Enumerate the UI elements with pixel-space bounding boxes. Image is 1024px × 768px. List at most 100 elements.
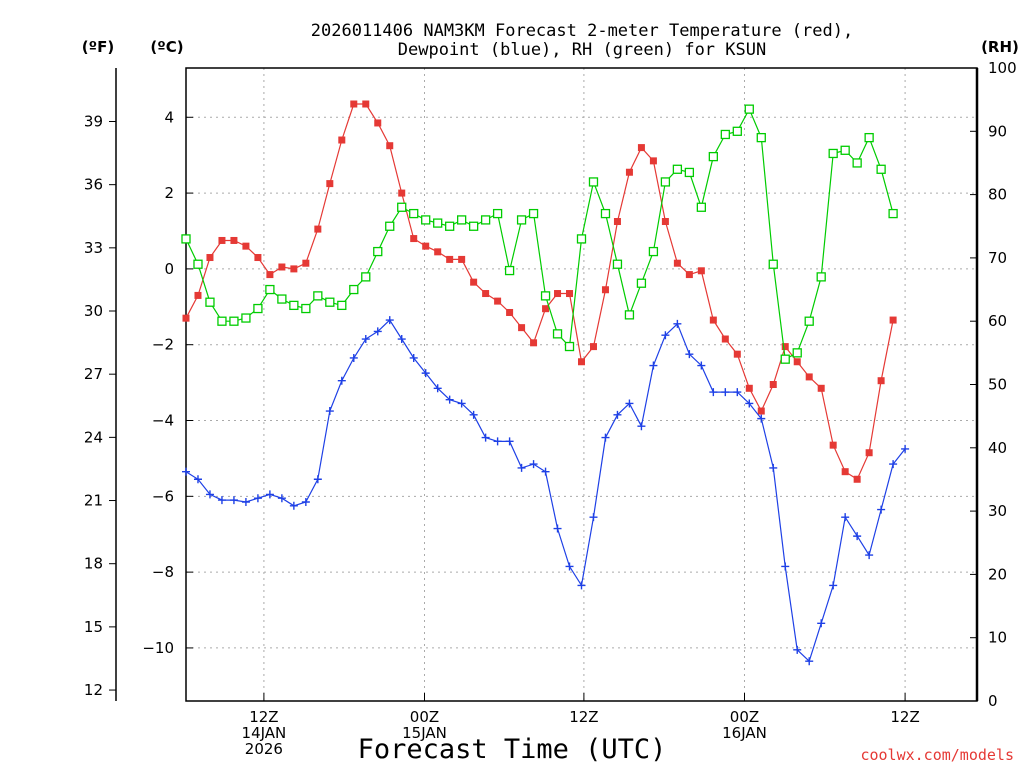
rh-point xyxy=(588,177,599,187)
temperature-point xyxy=(889,316,897,324)
temperature-point xyxy=(458,255,466,263)
celsius-tick-label: 4 xyxy=(164,108,174,126)
celsius-tick-label: −8 xyxy=(152,563,174,581)
temperature-point xyxy=(242,242,250,250)
dewpoint-point xyxy=(817,619,826,628)
fahrenheit-tick-label: 18 xyxy=(84,555,103,573)
rh-point xyxy=(708,151,718,162)
time-tick-label: 12Z xyxy=(249,708,278,726)
dewpoint-point xyxy=(829,581,838,590)
dewpoint-point xyxy=(193,475,202,484)
rh-point xyxy=(504,265,515,276)
axis-ticks: 420−2−4−6−8−1039363330272421181512100908… xyxy=(84,59,1017,758)
temperature-point xyxy=(709,316,717,324)
dewpoint-point xyxy=(481,433,490,442)
temperature-point xyxy=(446,255,454,263)
dewpoint-point xyxy=(841,513,850,522)
time-tick-label: 2026 xyxy=(245,740,283,758)
dewpoint-point xyxy=(769,463,778,472)
rh-point xyxy=(780,354,790,364)
rh-point xyxy=(612,259,623,269)
rh-point xyxy=(516,215,527,225)
dewpoint-point xyxy=(649,361,658,370)
rh-point xyxy=(636,278,647,288)
dewpoint-point xyxy=(757,414,766,423)
rh-point xyxy=(696,202,706,212)
series-line xyxy=(185,103,894,481)
rh-point xyxy=(397,202,407,212)
fahrenheit-tick-label: 15 xyxy=(84,618,103,636)
credit-link[interactable]: coolwx.com/models xyxy=(860,746,1014,764)
rh-point xyxy=(720,129,730,140)
temperature-point xyxy=(637,144,645,152)
temperature-point xyxy=(829,441,837,449)
temperature-point xyxy=(805,373,813,381)
data-series xyxy=(181,100,910,666)
fahrenheit-tick-label: 30 xyxy=(84,302,103,320)
dewpoint-point xyxy=(745,399,754,408)
dewpoint-point xyxy=(805,657,814,666)
dewpoint-point xyxy=(637,422,646,431)
temperature-point xyxy=(470,278,478,286)
dewpoint-point xyxy=(601,433,610,442)
temperature-point xyxy=(865,449,873,457)
rh-point xyxy=(313,291,323,301)
rh-point xyxy=(421,215,431,225)
time-tick-label: 00Z xyxy=(410,708,439,726)
rh-point xyxy=(253,303,263,314)
rh-tick-label: 30 xyxy=(988,502,1007,520)
temperature-point xyxy=(326,180,334,188)
celsius-tick-label: −4 xyxy=(152,412,174,430)
rh-point xyxy=(217,316,227,326)
rh-point xyxy=(492,208,503,219)
temperature-point xyxy=(338,136,346,144)
rh-point xyxy=(373,246,383,257)
dewpoint-point xyxy=(673,319,682,328)
rh-point xyxy=(457,215,467,225)
rh-point xyxy=(229,316,239,326)
temperature-point xyxy=(398,189,406,197)
rh-point xyxy=(205,297,215,307)
rh-tick-label: 90 xyxy=(988,122,1007,140)
temperature-point xyxy=(589,343,597,351)
temperature-point xyxy=(194,291,202,299)
celsius-tick-label: 0 xyxy=(164,260,174,278)
celsius-tick-label: −10 xyxy=(142,639,174,657)
series-rh xyxy=(181,104,898,364)
rh-point xyxy=(265,284,275,295)
dewpoint-point xyxy=(733,388,742,397)
rh-point xyxy=(433,218,443,228)
rh-tick-label: 0 xyxy=(988,692,998,710)
x-axis-label: Forecast Time (UTC) xyxy=(358,734,667,765)
fahrenheit-tick-label: 36 xyxy=(84,176,103,194)
dewpoint-point xyxy=(661,331,670,340)
temperature-point xyxy=(386,142,394,150)
temperature-point xyxy=(254,254,262,262)
rh-tick-label: 100 xyxy=(988,59,1017,77)
dewpoint-point xyxy=(277,494,286,503)
dewpoint-point xyxy=(421,369,430,378)
celsius-tick-label: 2 xyxy=(164,184,174,202)
dewpoint-point xyxy=(529,460,538,469)
time-tick-label: 15JAN xyxy=(402,724,447,742)
rh-point xyxy=(876,164,886,174)
temperature-point xyxy=(661,218,669,226)
temperature-point xyxy=(793,358,801,366)
dewpoint-point xyxy=(577,581,586,590)
dewpoint-point xyxy=(853,532,862,541)
rh-point xyxy=(564,341,575,352)
dewpoint-point xyxy=(217,496,226,505)
fahrenheit-tick-label: 21 xyxy=(84,492,103,510)
temperature-point xyxy=(206,254,214,262)
rh-point xyxy=(409,208,419,219)
rh-tick-label: 80 xyxy=(988,186,1007,204)
axes xyxy=(115,67,979,702)
time-tick-label: 12Z xyxy=(569,708,598,726)
dewpoint-point xyxy=(325,407,334,416)
temperature-point xyxy=(781,343,789,351)
temperature-point xyxy=(434,248,442,256)
temperature-point xyxy=(745,384,753,392)
fahrenheit-tick-label: 33 xyxy=(84,239,103,257)
rh-point xyxy=(552,329,563,339)
rh-point xyxy=(468,221,479,231)
